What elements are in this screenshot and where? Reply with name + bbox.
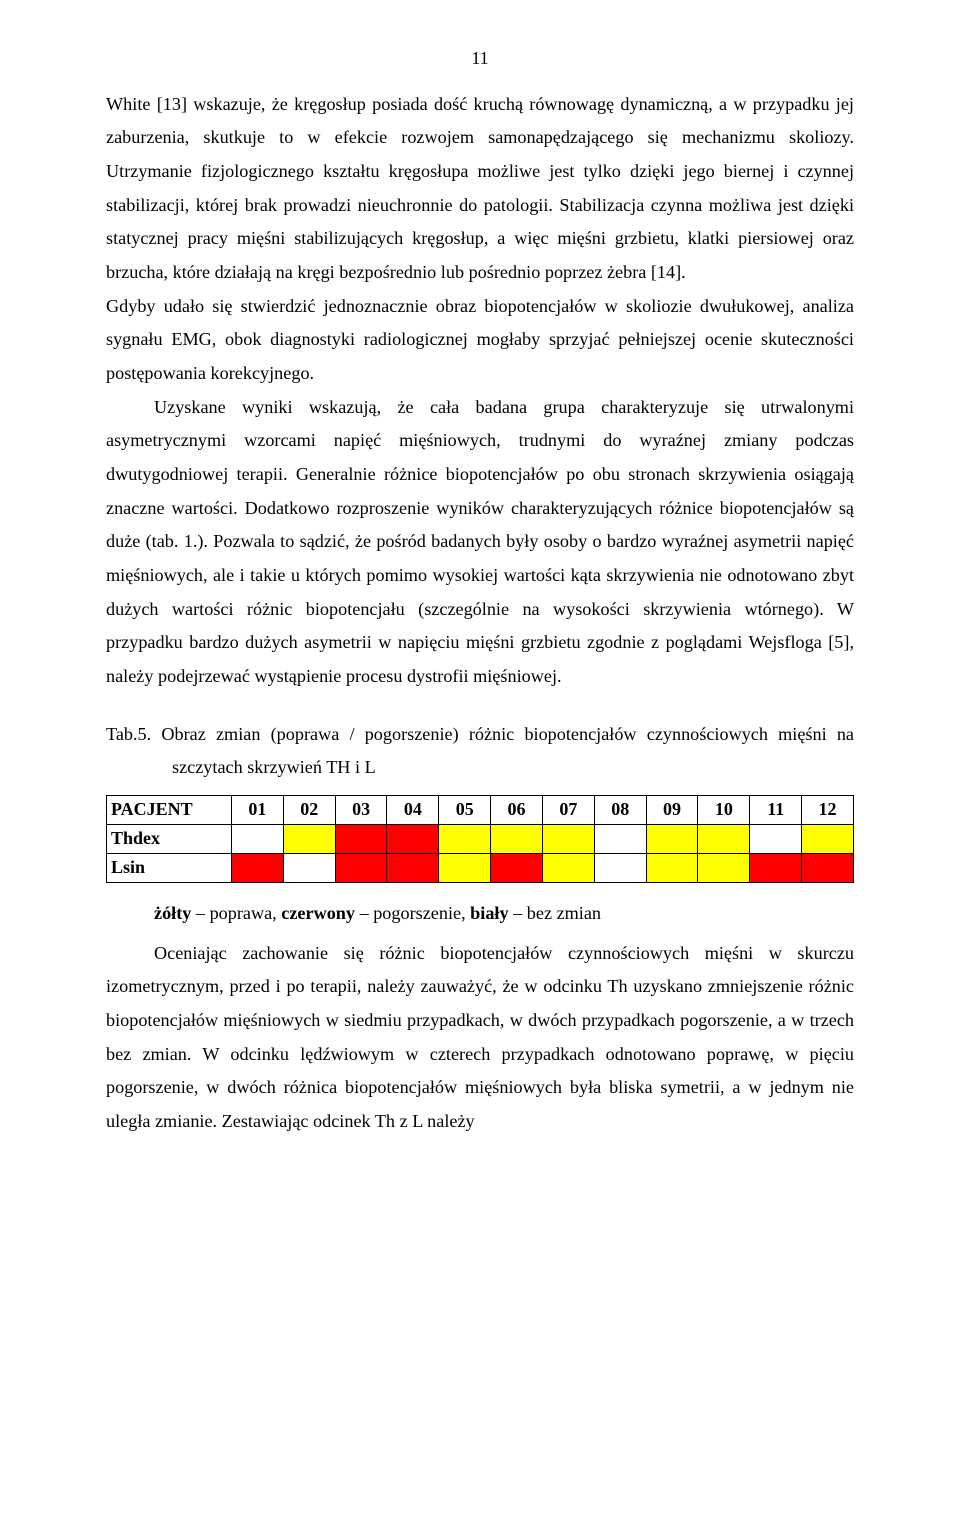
col-10: 10 [698,796,750,825]
col-11: 11 [750,796,802,825]
table-legend: żółty – poprawa, czerwony – pogorszenie,… [106,897,854,931]
col-02: 02 [283,796,335,825]
cell [335,854,387,883]
legend-yellow-text: – poprawa, [191,903,281,923]
cell [387,854,439,883]
col-01: 01 [232,796,284,825]
table-row: Lsin [107,854,854,883]
table-caption: Tab.5. Obraz zmian (poprawa / pogorszeni… [106,718,854,785]
cell [594,825,646,854]
col-12: 12 [802,796,854,825]
cell [646,825,698,854]
cell [698,854,750,883]
cell [387,825,439,854]
cell [802,825,854,854]
cell [283,854,335,883]
cell [542,854,594,883]
cell [232,854,284,883]
col-09: 09 [646,796,698,825]
paragraph-3: Uzyskane wyniki wskazują, że cała badana… [106,391,854,694]
col-04: 04 [387,796,439,825]
col-08: 08 [594,796,646,825]
cell [698,825,750,854]
page: 11 White [13] wskazuje, że kręgosłup pos… [0,0,960,1199]
cell [542,825,594,854]
col-07: 07 [542,796,594,825]
col-06: 06 [491,796,543,825]
cell [439,854,491,883]
legend-yellow: żółty [154,903,191,923]
cell [232,825,284,854]
table-5: PACJENT 01 02 03 04 05 06 07 08 09 10 11… [106,795,854,883]
row-label-lsin: Lsin [107,854,232,883]
cell [750,854,802,883]
page-number: 11 [106,48,854,70]
table-header-row: PACJENT 01 02 03 04 05 06 07 08 09 10 11… [107,796,854,825]
paragraph-4: Oceniając zachowanie się różnic biopoten… [106,937,854,1139]
cell [646,854,698,883]
table-row: Thdex [107,825,854,854]
cell [439,825,491,854]
cell [491,825,543,854]
col-03: 03 [335,796,387,825]
cell [750,825,802,854]
legend-red-text: – pogorszenie, [355,903,470,923]
cell [283,825,335,854]
table-header-label: PACJENT [107,796,232,825]
cell [491,854,543,883]
row-label-thdex: Thdex [107,825,232,854]
legend-white-text: – bez zmian [509,903,601,923]
paragraph-1: White [13] wskazuje, że kręgosłup posiad… [106,88,854,290]
col-05: 05 [439,796,491,825]
legend-red: czerwony [281,903,355,923]
cell [802,854,854,883]
table-caption-text: Tab.5. Obraz zmian (poprawa / pogorszeni… [106,718,854,785]
cell [335,825,387,854]
legend-white: biały [470,903,508,923]
paragraph-2: Gdyby udało się stwierdzić jednoznacznie… [106,290,854,391]
cell [594,854,646,883]
